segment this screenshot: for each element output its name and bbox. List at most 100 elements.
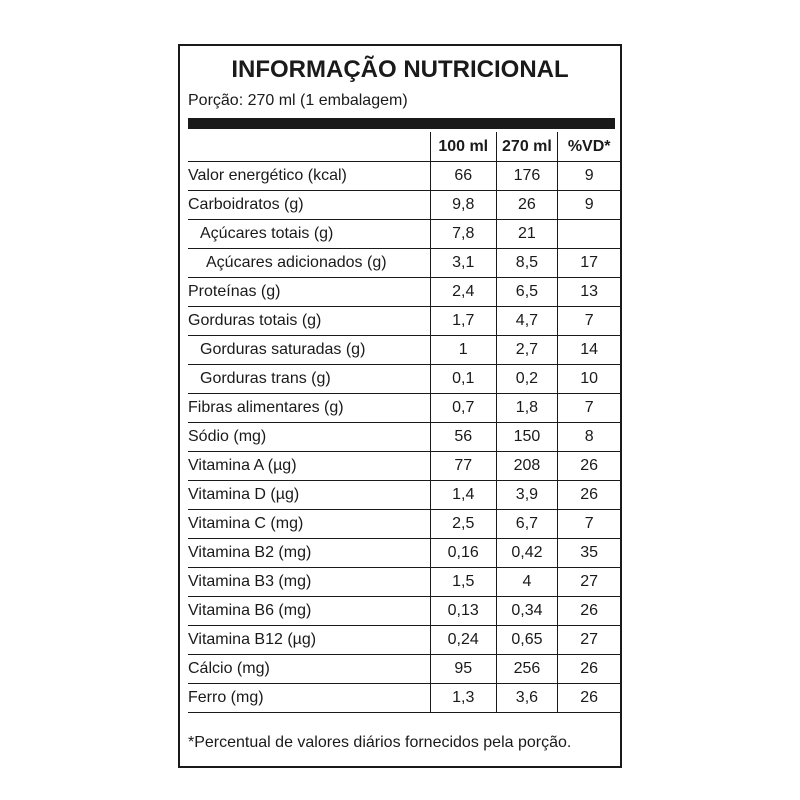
nutrient-value: 9,8 — [429, 190, 496, 220]
nutrient-value: 0,1 — [429, 364, 496, 394]
label-box: INFORMAÇÃO NUTRICIONAL Porção: 270 ml (1… — [178, 44, 622, 768]
nutrient-value: 7 — [557, 306, 620, 336]
nutrient-value: 6,7 — [495, 509, 558, 539]
nutrient-value: 2,5 — [429, 509, 496, 539]
nutrient-value: 14 — [557, 335, 620, 365]
nutrient-name: Vitamina C (mg) — [188, 509, 431, 539]
table-row: Sódio (mg) 56 150 8 — [188, 422, 620, 452]
nutrient-value: 27 — [557, 567, 620, 597]
table-row: Gorduras saturadas (g) 1 2,7 14 — [188, 335, 620, 365]
nutrient-value: 26 — [495, 190, 558, 220]
nutrient-value: 0,42 — [495, 538, 558, 568]
nutrient-value: 0,65 — [495, 625, 558, 655]
nutrient-value: 0,13 — [429, 596, 496, 626]
nutrient-name: Vitamina B12 (µg) — [188, 625, 431, 655]
table-row: Proteínas (g) 2,4 6,5 13 — [188, 277, 620, 307]
nutrient-value: 0,34 — [495, 596, 558, 626]
nutrient-value: 1,5 — [429, 567, 496, 597]
header-cell: 100 ml — [429, 132, 496, 162]
nutrient-value: 256 — [495, 654, 558, 684]
nutrient-value: 0,16 — [429, 538, 496, 568]
nutrient-value: 35 — [557, 538, 620, 568]
nutrient-value: 4,7 — [495, 306, 558, 336]
nutrient-value: 6,5 — [495, 277, 558, 307]
table-row: Vitamina A (µg) 77 208 26 — [188, 451, 620, 481]
header-row: 100 ml 270 ml %VD* — [188, 132, 620, 162]
nutrient-value: 0,7 — [429, 393, 496, 423]
nutrient-value: 26 — [557, 480, 620, 510]
nutrient-value: 8 — [557, 422, 620, 452]
nutrient-name: Proteínas (g) — [188, 277, 431, 307]
nutrient-value: 176 — [495, 161, 558, 191]
table-row: Carboidratos (g) 9,8 26 9 — [188, 190, 620, 220]
nutrient-value: 26 — [557, 596, 620, 626]
table-row: Gorduras trans (g) 0,1 0,2 10 — [188, 364, 620, 394]
nutrient-value: 26 — [557, 683, 620, 713]
nutrient-value: 3,9 — [495, 480, 558, 510]
nutrient-value: 10 — [557, 364, 620, 394]
table-row: Vitamina B2 (mg) 0,16 0,42 35 — [188, 538, 620, 568]
nutrient-value: 1,8 — [495, 393, 558, 423]
nutrient-value: 95 — [429, 654, 496, 684]
table-row: Ferro (mg) 1,3 3,6 26 — [188, 683, 620, 713]
nutrient-name: Sódio (mg) — [188, 422, 431, 452]
nutrient-value: 1,7 — [429, 306, 496, 336]
nutrient-value: 21 — [495, 219, 558, 249]
nutrient-value: 17 — [557, 248, 620, 278]
nutrient-value: 27 — [557, 625, 620, 655]
nutrient-name: Vitamina B2 (mg) — [188, 538, 431, 568]
nutrient-value: 77 — [429, 451, 496, 481]
nutrient-name: Gorduras saturadas (g) — [188, 335, 431, 365]
table-row: Açúcares adicionados (g) 3,1 8,5 17 — [188, 248, 620, 278]
table-row: Vitamina C (mg) 2,5 6,7 7 — [188, 509, 620, 539]
table-row: Gorduras totais (g) 1,7 4,7 7 — [188, 306, 620, 336]
header-cell: %VD* — [557, 132, 620, 162]
nutrient-value: 26 — [557, 451, 620, 481]
header-cell: 270 ml — [495, 132, 558, 162]
nutrient-value: 7 — [557, 509, 620, 539]
header-cell — [188, 132, 431, 162]
nutrient-value: 9 — [557, 190, 620, 220]
table-row: Vitamina B12 (µg) 0,24 0,65 27 — [188, 625, 620, 655]
table-row: Fibras alimentares (g) 0,7 1,8 7 — [188, 393, 620, 423]
portion: Porção: 270 ml (1 embalagem) — [188, 92, 408, 109]
nutrient-name: Vitamina B6 (mg) — [188, 596, 431, 626]
nutrient-value: 0,24 — [429, 625, 496, 655]
nutrient-name: Carboidratos (g) — [188, 190, 431, 220]
nutrient-name: Valor energético (kcal) — [188, 161, 431, 191]
table-row: Vitamina D (µg) 1,4 3,9 26 — [188, 480, 620, 510]
nutrient-value: 7,8 — [429, 219, 496, 249]
nutrient-value: 8,5 — [495, 248, 558, 278]
table-row: Valor energético (kcal) 66 176 9 — [188, 161, 620, 191]
nutrient-value: 3,1 — [429, 248, 496, 278]
nutrient-name: Vitamina D (µg) — [188, 480, 431, 510]
nutrient-value: 9 — [557, 161, 620, 191]
nutrient-name: Cálcio (mg) — [188, 654, 431, 684]
nutrient-value: 1,3 — [429, 683, 496, 713]
nutrient-name: Gorduras trans (g) — [188, 364, 431, 394]
nutrient-value: 3,6 — [495, 683, 558, 713]
table-row: Açúcares totais (g) 7,8 21 — [188, 219, 620, 249]
table-row: Vitamina B3 (mg) 1,5 4 27 — [188, 567, 620, 597]
nutrition-table: 100 ml 270 ml %VD* Valor energético (kcal) 6… — [188, 132, 620, 713]
nutrient-value — [557, 219, 620, 249]
nutrient-value: 56 — [429, 422, 496, 452]
nutrient-name: Gorduras totais (g) — [188, 306, 431, 336]
nutrient-value: 26 — [557, 654, 620, 684]
nutrient-name: Vitamina A (µg) — [188, 451, 431, 481]
table-row: Vitamina B6 (mg) 0,13 0,34 26 — [188, 596, 620, 626]
nutrient-value: 2,4 — [429, 277, 496, 307]
nutrient-value: 13 — [557, 277, 620, 307]
nutrient-name: Açúcares adicionados (g) — [188, 248, 431, 278]
nutrient-value: 7 — [557, 393, 620, 423]
nutrient-value: 1,4 — [429, 480, 496, 510]
nutrient-name: Vitamina B3 (mg) — [188, 567, 431, 597]
nutrient-name: Açúcares totais (g) — [188, 219, 431, 249]
nutrient-value: 4 — [495, 567, 558, 597]
nutrient-name: Fibras alimentares (g) — [188, 393, 431, 423]
nutrient-value: 150 — [495, 422, 558, 452]
nutrient-name: Ferro (mg) — [188, 683, 431, 713]
nutrient-value: 0,2 — [495, 364, 558, 394]
nutrient-value: 1 — [429, 335, 496, 365]
nutrient-value: 2,7 — [495, 335, 558, 365]
